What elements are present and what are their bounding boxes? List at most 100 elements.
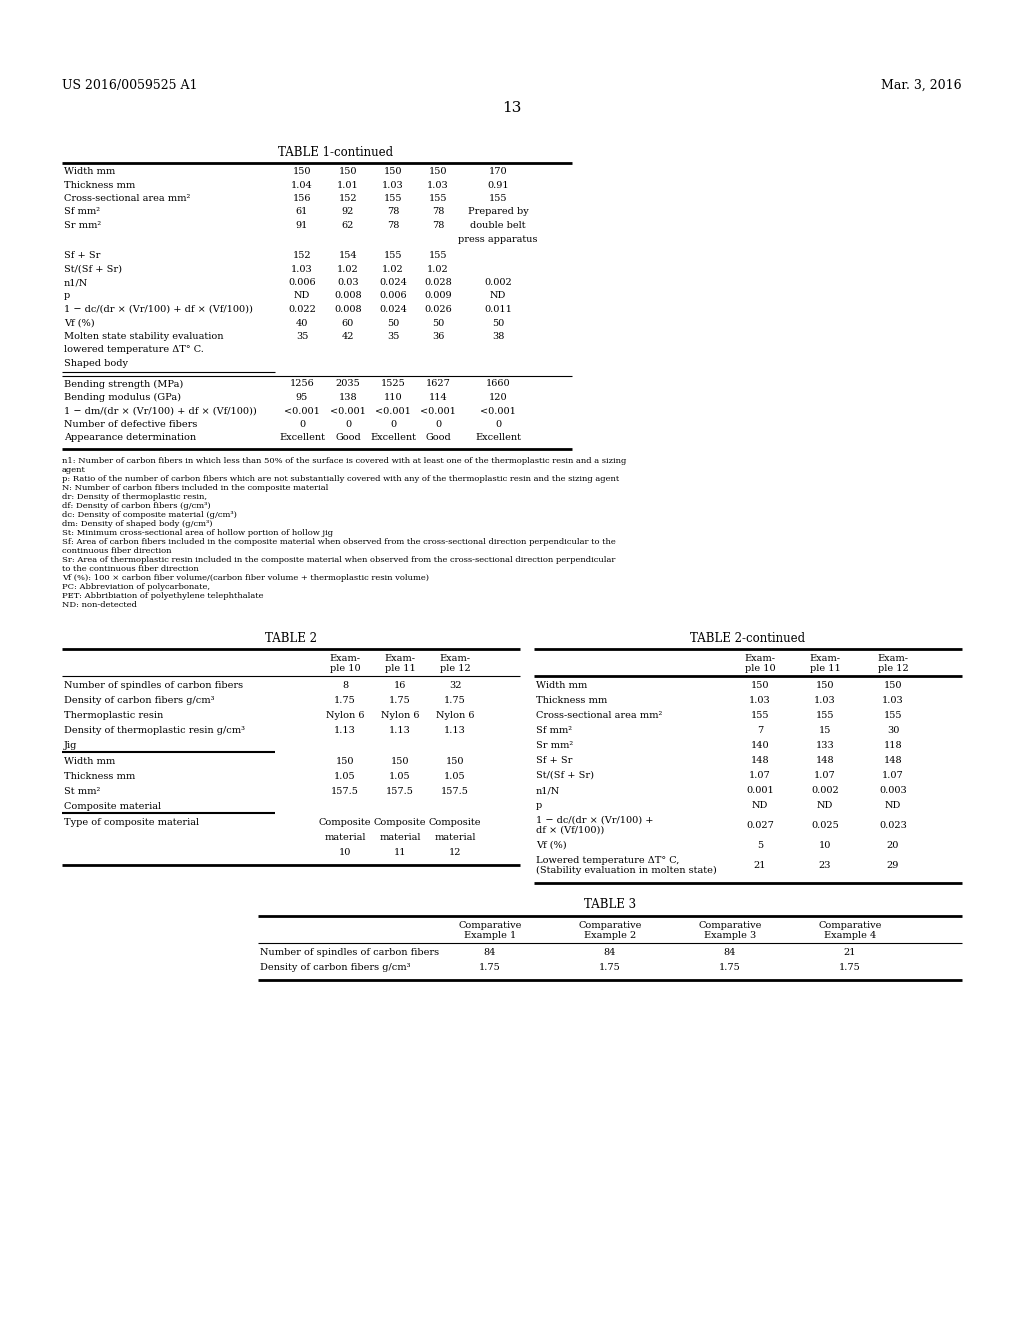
Text: Comparative: Comparative — [459, 921, 521, 931]
Text: 21: 21 — [754, 861, 766, 870]
Text: Composite material: Composite material — [63, 803, 161, 810]
Text: ND: ND — [885, 801, 901, 810]
Text: to the continuous fiber direction: to the continuous fiber direction — [62, 565, 199, 573]
Text: (Stability evaluation in molten state): (Stability evaluation in molten state) — [536, 866, 717, 875]
Text: ple 10: ple 10 — [744, 664, 775, 673]
Text: Number of defective fibers: Number of defective fibers — [63, 420, 198, 429]
Text: 150: 150 — [816, 681, 835, 690]
Text: Sf + Sr: Sf + Sr — [536, 756, 572, 766]
Text: 0.008: 0.008 — [334, 305, 361, 314]
Text: 0.008: 0.008 — [334, 292, 361, 301]
Text: 78: 78 — [432, 207, 444, 216]
Text: 150: 150 — [445, 756, 464, 766]
Text: Density of carbon fibers g/cm³: Density of carbon fibers g/cm³ — [63, 696, 214, 705]
Text: double belt: double belt — [470, 220, 525, 230]
Text: 1.75: 1.75 — [479, 964, 501, 972]
Text: agent: agent — [62, 466, 86, 474]
Text: 13: 13 — [503, 102, 521, 115]
Text: Cross-sectional area mm²: Cross-sectional area mm² — [536, 711, 663, 719]
Text: US 2016/0059525 A1: US 2016/0059525 A1 — [62, 78, 198, 91]
Text: 155: 155 — [384, 194, 402, 203]
Text: p: p — [536, 801, 543, 810]
Text: ple 10: ple 10 — [330, 664, 360, 673]
Text: 1.05: 1.05 — [389, 772, 411, 781]
Text: p: Ratio of the number of carbon fibers which are not substantially covered with: p: Ratio of the number of carbon fibers … — [62, 475, 620, 483]
Text: 155: 155 — [429, 251, 447, 260]
Text: Thickness mm: Thickness mm — [536, 696, 607, 705]
Text: 35: 35 — [387, 333, 399, 341]
Text: 32: 32 — [449, 681, 461, 690]
Text: Thickness mm: Thickness mm — [63, 181, 135, 190]
Text: Jig: Jig — [63, 741, 78, 750]
Text: Sf + Sr: Sf + Sr — [63, 251, 100, 260]
Text: 84: 84 — [724, 948, 736, 957]
Text: 29: 29 — [887, 861, 899, 870]
Text: dc: Density of composite material (g/cm³): dc: Density of composite material (g/cm³… — [62, 511, 237, 519]
Text: 1.07: 1.07 — [882, 771, 904, 780]
Text: Cross-sectional area mm²: Cross-sectional area mm² — [63, 194, 190, 203]
Text: Nylon 6: Nylon 6 — [326, 711, 365, 719]
Text: 61: 61 — [296, 207, 308, 216]
Text: p: p — [63, 292, 71, 301]
Text: Example 2: Example 2 — [584, 931, 636, 940]
Text: Excellent: Excellent — [279, 433, 325, 442]
Text: Mar. 3, 2016: Mar. 3, 2016 — [882, 78, 962, 91]
Text: <0.001: <0.001 — [420, 407, 456, 416]
Text: df × (Vf/100)): df × (Vf/100)) — [536, 826, 604, 836]
Text: 150: 150 — [336, 756, 354, 766]
Text: Example 1: Example 1 — [464, 931, 516, 940]
Text: 0.001: 0.001 — [746, 785, 774, 795]
Text: 1660: 1660 — [485, 380, 510, 388]
Text: Thermoplastic resin: Thermoplastic resin — [63, 711, 163, 719]
Text: Shaped body: Shaped body — [63, 359, 128, 368]
Text: 110: 110 — [384, 393, 402, 403]
Text: Sf mm²: Sf mm² — [63, 207, 100, 216]
Text: 11: 11 — [394, 847, 407, 857]
Text: 0.003: 0.003 — [880, 785, 907, 795]
Text: 157.5: 157.5 — [331, 787, 359, 796]
Text: 8: 8 — [342, 681, 348, 690]
Text: Composite: Composite — [318, 818, 372, 828]
Text: 156: 156 — [293, 194, 311, 203]
Text: 152: 152 — [339, 194, 357, 203]
Text: ple 11: ple 11 — [810, 664, 841, 673]
Text: 0.022: 0.022 — [288, 305, 316, 314]
Text: 2035: 2035 — [336, 380, 360, 388]
Text: 140: 140 — [751, 741, 769, 750]
Text: 50: 50 — [492, 318, 504, 327]
Text: 0.024: 0.024 — [379, 305, 407, 314]
Text: 35: 35 — [296, 333, 308, 341]
Text: 38: 38 — [492, 333, 504, 341]
Text: 23: 23 — [819, 861, 831, 870]
Text: ND: ND — [817, 801, 834, 810]
Text: 150: 150 — [429, 168, 447, 176]
Text: df: Density of carbon fibers (g/cm³): df: Density of carbon fibers (g/cm³) — [62, 502, 211, 510]
Text: 16: 16 — [394, 681, 407, 690]
Text: 0.006: 0.006 — [379, 292, 407, 301]
Text: 148: 148 — [884, 756, 902, 766]
Text: 1 − dm/(dr × (Vr/100) + df × (Vf/100)): 1 − dm/(dr × (Vr/100) + df × (Vf/100)) — [63, 407, 257, 416]
Text: 155: 155 — [884, 711, 902, 719]
Text: Sr mm²: Sr mm² — [63, 220, 101, 230]
Text: Sf: Area of carbon fibers included in the composite material when observed from : Sf: Area of carbon fibers included in th… — [62, 539, 615, 546]
Text: continuous fiber direction: continuous fiber direction — [62, 546, 171, 554]
Text: press apparatus: press apparatus — [459, 235, 538, 243]
Text: Excellent: Excellent — [370, 433, 416, 442]
Text: 1.75: 1.75 — [719, 964, 741, 972]
Text: Example 4: Example 4 — [824, 931, 877, 940]
Text: Lowered temperature ΔT° C,: Lowered temperature ΔT° C, — [536, 855, 679, 865]
Text: Example 3: Example 3 — [703, 931, 756, 940]
Text: n1/N: n1/N — [63, 279, 88, 286]
Text: 1.02: 1.02 — [427, 264, 449, 273]
Text: 0.006: 0.006 — [288, 279, 315, 286]
Text: 50: 50 — [432, 318, 444, 327]
Text: 1.75: 1.75 — [334, 696, 356, 705]
Text: 1.07: 1.07 — [750, 771, 771, 780]
Text: TABLE 3: TABLE 3 — [584, 899, 636, 912]
Text: 133: 133 — [816, 741, 835, 750]
Text: 15: 15 — [819, 726, 831, 735]
Text: 1.03: 1.03 — [291, 264, 313, 273]
Text: <0.001: <0.001 — [375, 407, 411, 416]
Text: 1256: 1256 — [290, 380, 314, 388]
Text: Width mm: Width mm — [63, 756, 116, 766]
